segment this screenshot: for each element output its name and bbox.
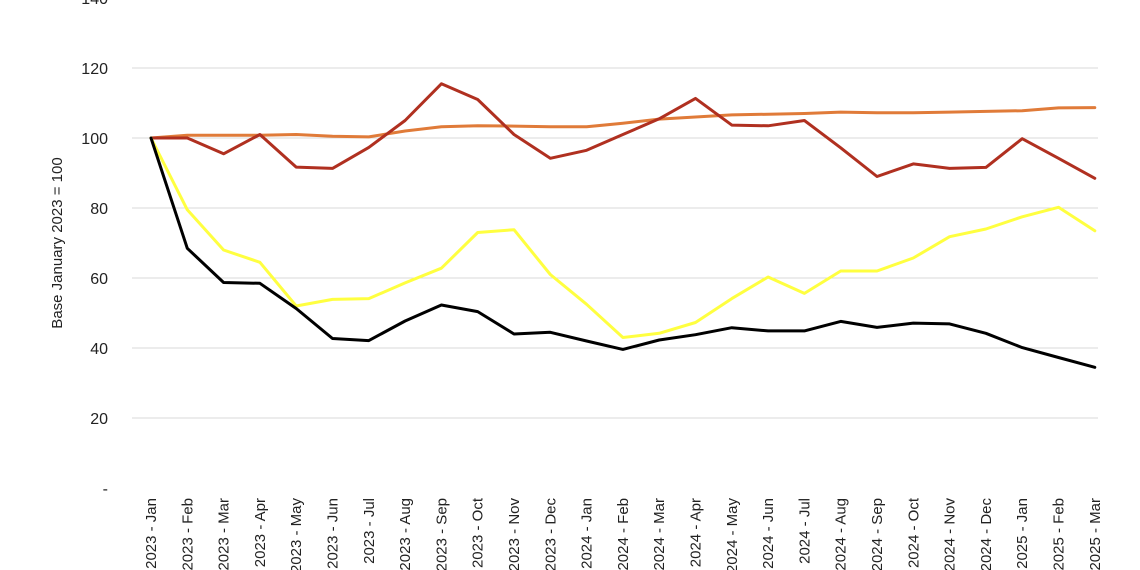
y-tick-label: 120 xyxy=(81,61,108,78)
series-line xyxy=(149,82,1097,180)
x-axis-ticks: 2023 - Jan 2023 - Feb 2023 - Mar 2023 - Apr… xyxy=(143,497,1104,570)
series-line xyxy=(149,106,1097,140)
x-tick-label: 2023 - Mar xyxy=(216,498,233,570)
series-lines xyxy=(149,82,1097,369)
y-tick-label: - xyxy=(103,481,108,498)
x-tick-label: 2024 - Dec xyxy=(978,498,995,570)
y-tick-label: 40 xyxy=(90,341,108,358)
x-tick-label: 2024 - Feb xyxy=(615,498,632,570)
x-tick-label: 2024 - Nov xyxy=(942,498,959,570)
x-tick-label: 2024 - Jul xyxy=(796,498,813,564)
x-tick-label: 2023 - Nov xyxy=(506,498,523,570)
y-tick-label: 60 xyxy=(90,271,108,288)
x-tick-label: 2023 - Sep xyxy=(433,498,450,570)
y-tick-label: 100 xyxy=(81,131,108,148)
x-tick-label: 2023 - May xyxy=(288,498,305,570)
x-tick-label: 2024 - Apr xyxy=(688,498,705,567)
x-tick-label: 2023 - Jun xyxy=(325,498,342,569)
x-tick-label: 2023 - Dec xyxy=(542,498,559,570)
x-tick-label: 2024 - Mar xyxy=(651,498,668,570)
x-tick-label: 2024 - Aug xyxy=(833,498,850,570)
series-line xyxy=(149,136,1097,369)
x-tick-label: 2023 - Apr xyxy=(252,498,269,567)
x-tick-label: 2023 - Jan xyxy=(143,498,160,569)
y-tick-label: 140 xyxy=(81,0,108,8)
y-axis-ticks: - 20 40 60 80 100 120 140 xyxy=(81,0,108,498)
x-tick-label: 2023 - Aug xyxy=(397,498,414,570)
x-tick-label: 2024 - Sep xyxy=(869,498,886,570)
x-tick-label: 2023 - Oct xyxy=(470,497,487,568)
x-tick-label: 2024 - Oct xyxy=(905,497,922,568)
y-axis-label: Base January 2023 = 100 xyxy=(49,157,66,328)
y-tick-label: 20 xyxy=(90,411,108,428)
x-tick-label: 2025 - Jan xyxy=(1014,498,1031,569)
gridlines xyxy=(132,67,1098,419)
series-line xyxy=(149,136,1097,339)
x-tick-label: 2024 - Jan xyxy=(579,498,596,569)
x-tick-label: 2025 - Mar xyxy=(1087,498,1104,570)
x-tick-label: 2023 - Feb xyxy=(179,498,196,570)
x-tick-label: 2025 - Feb xyxy=(1051,498,1068,570)
x-tick-label: 2024 - Jun xyxy=(760,498,777,569)
x-tick-label: 2023 - Jul xyxy=(361,498,378,564)
x-tick-label: 2024 - May xyxy=(724,498,741,570)
y-tick-label: 80 xyxy=(90,201,108,218)
